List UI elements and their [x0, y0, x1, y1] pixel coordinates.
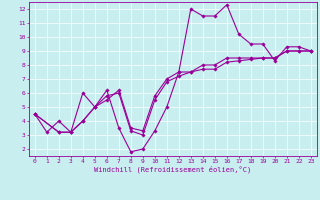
X-axis label: Windchill (Refroidissement éolien,°C): Windchill (Refroidissement éolien,°C)	[94, 166, 252, 173]
